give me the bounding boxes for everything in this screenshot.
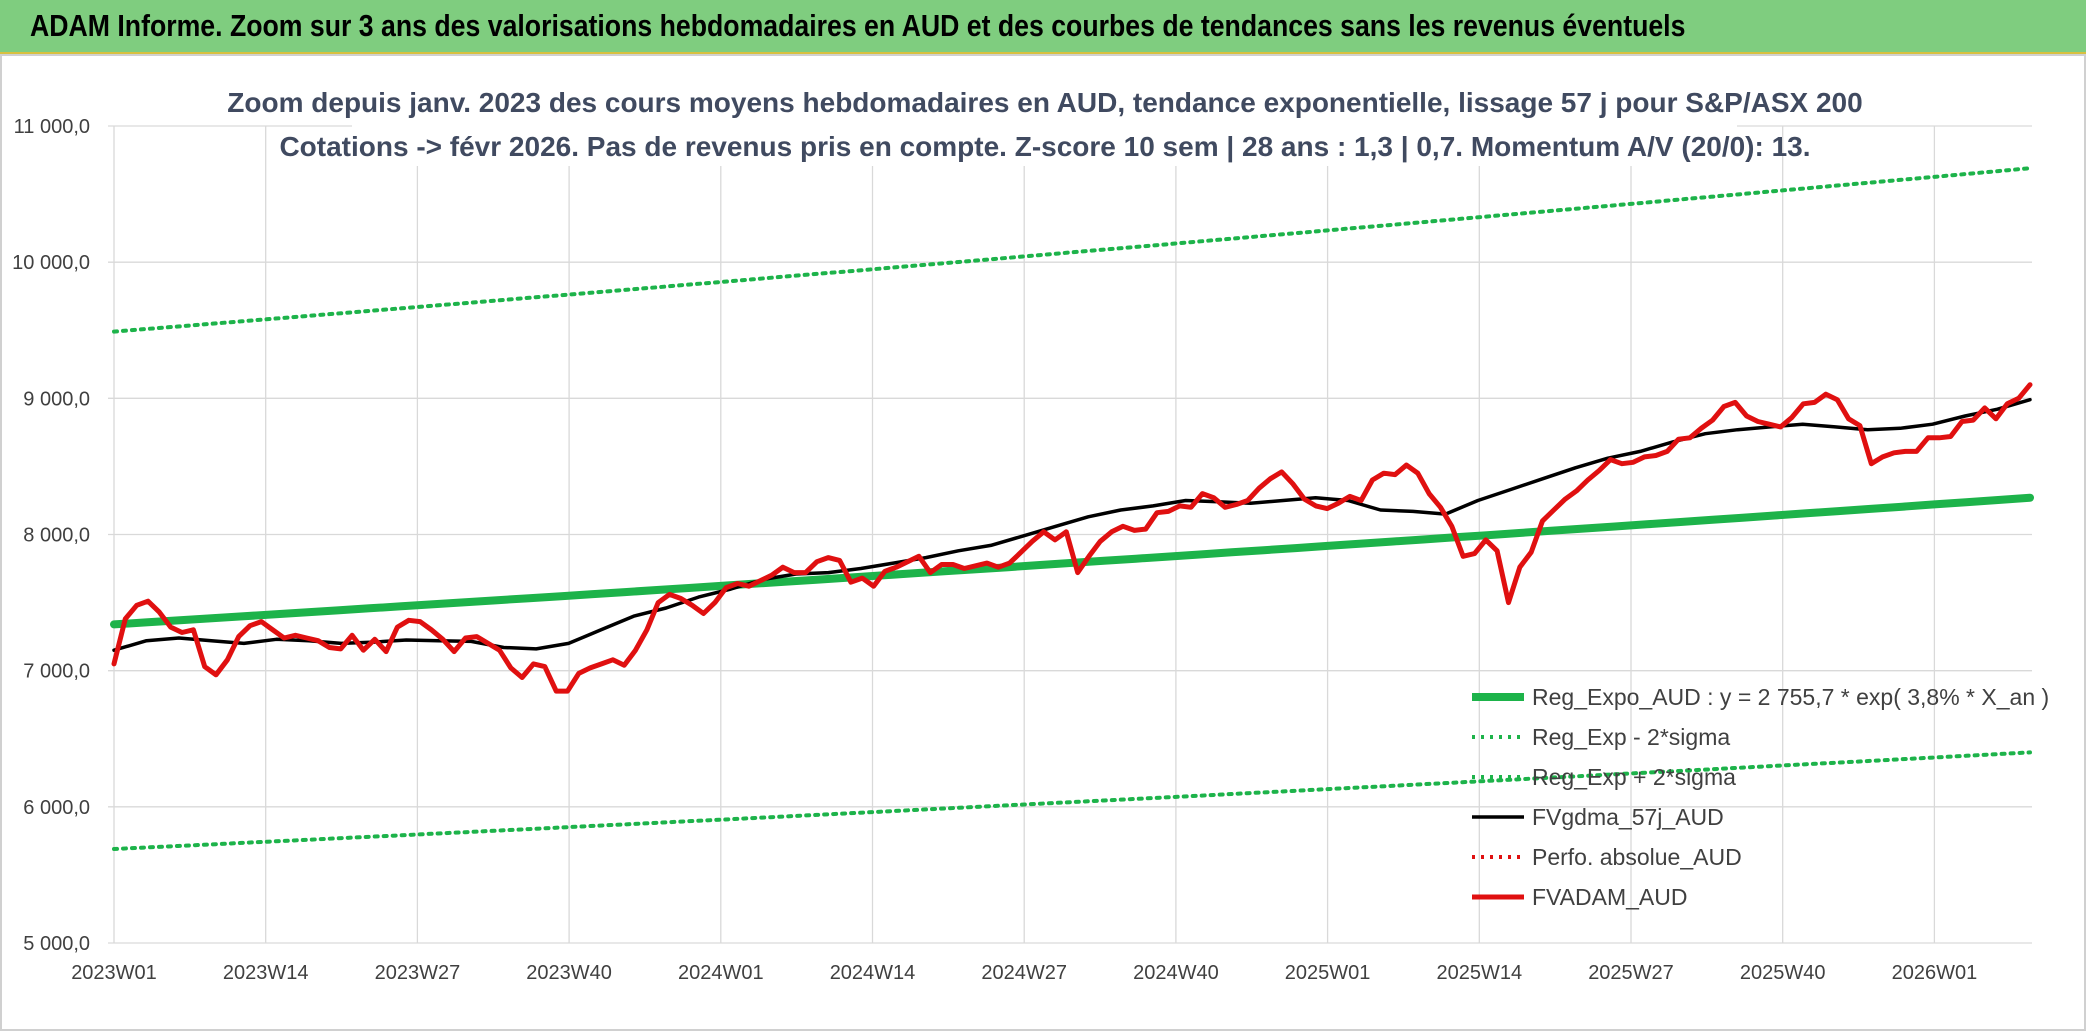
legend-label-3: FVgdma_57j_AUD — [1532, 804, 1724, 830]
y-tick-label: 5 000,0 — [23, 933, 90, 955]
series-lines — [110, 166, 2034, 851]
y-tick-label: 9 000,0 — [23, 388, 90, 410]
y-axis-ticks: 5 000,0 6 000,0 7 000,0 8 000,0 9 000,0 10 00… — [12, 116, 90, 955]
x-axis-ticks: 2023W01 2023W14 2023W27 2023W40 2024W01 2024W… — [71, 962, 1977, 984]
series-line-2 — [112, 166, 2032, 334]
chart-title: Zoom depuis janv. 2023 des cours moyens … — [227, 87, 1862, 118]
line-chart: 5 000,0 6 000,0 7 000,0 8 000,0 9 000,0 10 00… — [12, 74, 2049, 984]
series-line-5 — [111, 382, 2033, 694]
grid-lines — [108, 125, 2032, 944]
report-banner: ADAM Informe. Zoom sur 3 ans des valoris… — [0, 0, 2086, 54]
legend: Reg_Expo_AUD : y = 2 755,7 * exp( 3,8% *… — [1472, 684, 2049, 910]
y-tick-label: 8 000,0 — [23, 525, 90, 547]
y-tick-label: 11 000,0 — [14, 116, 90, 138]
x-tick-label: 2025W01 — [1285, 962, 1371, 984]
x-tick-label: 2023W01 — [71, 962, 157, 984]
x-tick-label: 2024W01 — [678, 962, 764, 984]
legend-label-1: Reg_Exp - 2*sigma — [1532, 724, 1730, 750]
legend-label-5: FVADAM_AUD — [1532, 884, 1688, 910]
y-tick-label: 7 000,0 — [23, 661, 90, 683]
report-title: ADAM Informe. Zoom sur 3 ans des valoris… — [30, 8, 1686, 43]
title-backdrop — [352, 74, 1737, 166]
legend-label-0: Reg_Expo_AUD : y = 2 755,7 * exp( 3,8% *… — [1532, 684, 2049, 710]
series-line-0 — [110, 493, 2034, 629]
x-tick-label: 2023W40 — [526, 962, 612, 984]
x-tick-label: 2024W40 — [1133, 962, 1219, 984]
x-tick-label: 2025W14 — [1436, 962, 1522, 984]
legend-label-4: Perfo. absolue_AUD — [1532, 844, 1742, 870]
x-tick-label: 2025W40 — [1740, 962, 1826, 984]
y-tick-label: 6 000,0 — [23, 797, 90, 819]
x-tick-label: 2023W14 — [223, 962, 309, 984]
legend-label-2: Reg_Exp + 2*sigma — [1532, 764, 1736, 790]
x-tick-label: 2024W14 — [830, 962, 916, 984]
x-tick-label: 2023W27 — [375, 962, 461, 984]
chart-subtitle: Cotations -> févr 2026. Pas de revenus p… — [279, 131, 1810, 162]
y-tick-label: 10 000,0 — [12, 252, 90, 274]
x-tick-label: 2024W27 — [981, 962, 1067, 984]
series-line-3 — [112, 397, 2032, 652]
chart-frame: 5 000,0 6 000,0 7 000,0 8 000,0 9 000,0 10 00… — [0, 54, 2086, 1031]
x-tick-label: 2026W01 — [1892, 962, 1978, 984]
x-tick-label: 2025W27 — [1588, 962, 1674, 984]
series-line-1 — [112, 750, 2032, 851]
